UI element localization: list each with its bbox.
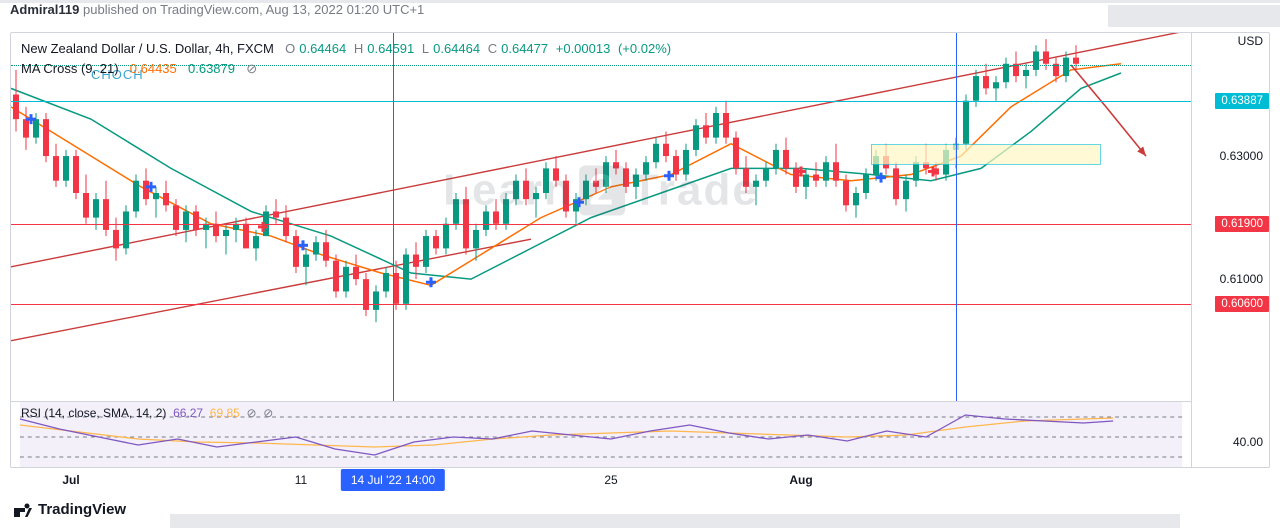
x-tick: Aug xyxy=(789,473,812,487)
y-tick: 0.61000 xyxy=(1220,272,1263,286)
horizontal-line[interactable] xyxy=(11,224,1191,225)
y-price-badge: 0.61900 xyxy=(1215,216,1269,232)
tradingview-logo-icon xyxy=(14,503,32,517)
demand-zone[interactable] xyxy=(871,144,1101,166)
tradingview-brand: TradingView xyxy=(14,501,126,518)
y-price-badge: 0.63887 xyxy=(1215,93,1269,109)
chart-frame[interactable]: New Zealand Dollar / U.S. Dollar, 4h, FX… xyxy=(10,32,1270,468)
x-axis: Jul 11 25 Aug 14 Jul '22 14:00 xyxy=(11,467,1191,497)
y-axis: USD 0.630000.610000.638870.619000.60600 … xyxy=(1191,33,1269,467)
rsi-panel[interactable]: RSI (14, close, SMA, 14, 2) 66.27 69.85 … xyxy=(11,401,1191,467)
horizontal-line[interactable] xyxy=(11,101,1191,102)
vertical-line[interactable] xyxy=(956,33,957,401)
publish-info: Admiral119 published on TradingView.com,… xyxy=(10,2,424,17)
rsi-axis-label: 40.00 xyxy=(1233,435,1263,449)
horizontal-line[interactable] xyxy=(11,304,1191,305)
choch-label: CHOCH xyxy=(91,67,144,82)
x-tick: 11 xyxy=(295,473,307,487)
y-price-badge: 0.60600 xyxy=(1215,296,1269,312)
currency-label: USD xyxy=(1238,34,1263,48)
y-tick: 0.63000 xyxy=(1220,149,1263,163)
x-tick: Jul xyxy=(62,473,79,487)
horizontal-line[interactable] xyxy=(11,65,1191,66)
x-tick: 25 xyxy=(604,473,617,487)
price-chart[interactable]: Learn2Trade xyxy=(11,33,1191,353)
vertical-line[interactable] xyxy=(393,33,394,401)
x-crosshair-label: 14 Jul '22 14:00 xyxy=(341,469,445,491)
